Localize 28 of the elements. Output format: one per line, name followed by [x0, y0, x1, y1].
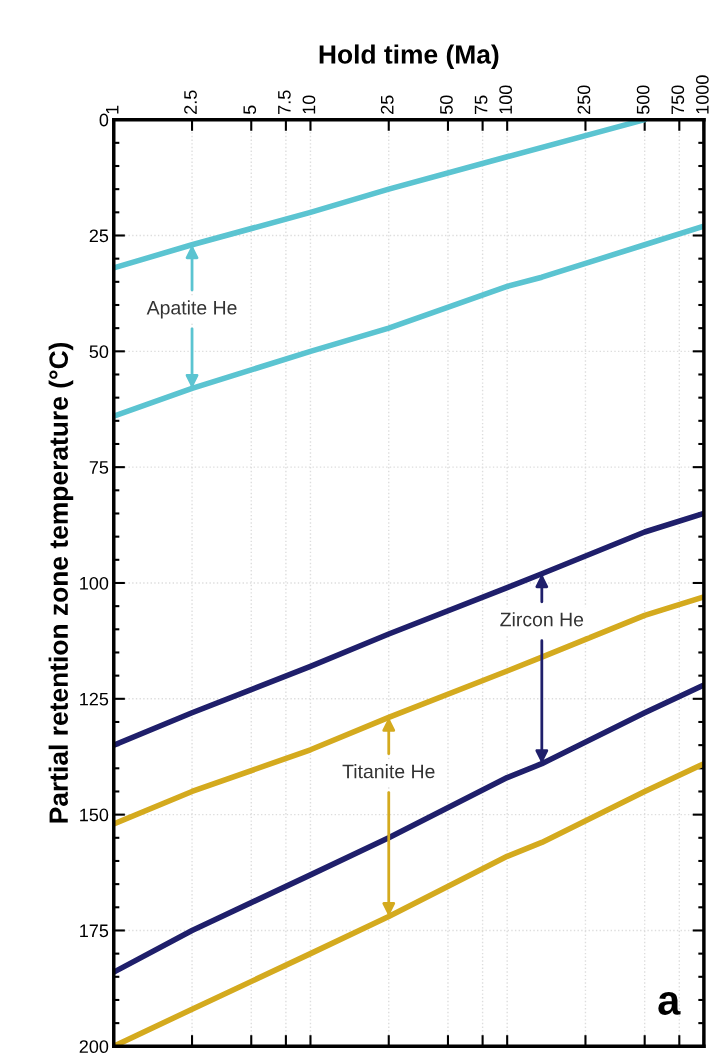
y-tick-label: 0	[99, 113, 109, 127]
x-tick-label: 750	[671, 85, 685, 114]
y-tick-label: 100	[80, 576, 109, 590]
y-tick-label: 200	[79, 1040, 109, 1054]
x-tick-label: 5	[243, 105, 257, 115]
annotation: Apatite He	[146, 300, 237, 319]
x-tick-label: 2.5	[184, 90, 197, 114]
x-tick-label: 50	[440, 95, 453, 115]
y-tick-label: 25	[89, 229, 109, 243]
x-tick-label: 1	[106, 105, 119, 114]
annotation: Titanite He	[342, 764, 435, 779]
y-tick-label: 175	[80, 924, 109, 938]
x-tick-label: 25	[380, 95, 394, 114]
x-tick-label: 75	[474, 95, 488, 114]
x-tick-label: 100	[499, 85, 513, 114]
x-tick-label: 500	[636, 85, 650, 115]
y-tick-label: 150	[80, 808, 109, 822]
annotation: Zircon He	[500, 612, 584, 627]
y-tick-label: 125	[80, 692, 109, 706]
x-tick-label: 7.5	[278, 90, 291, 114]
annotation: a	[658, 992, 681, 1015]
x-tick-label: 10	[302, 95, 316, 114]
y-tick-label: 50	[89, 345, 109, 359]
x-axis-title: Hold time (Ma)	[319, 44, 499, 70]
x-tick-label: 1000	[695, 75, 709, 114]
y-axis-title: Partial retention zone temperature (°C)	[48, 342, 74, 823]
x-tick-label: 250	[577, 85, 591, 114]
y-tick-label: 75	[89, 461, 109, 474]
